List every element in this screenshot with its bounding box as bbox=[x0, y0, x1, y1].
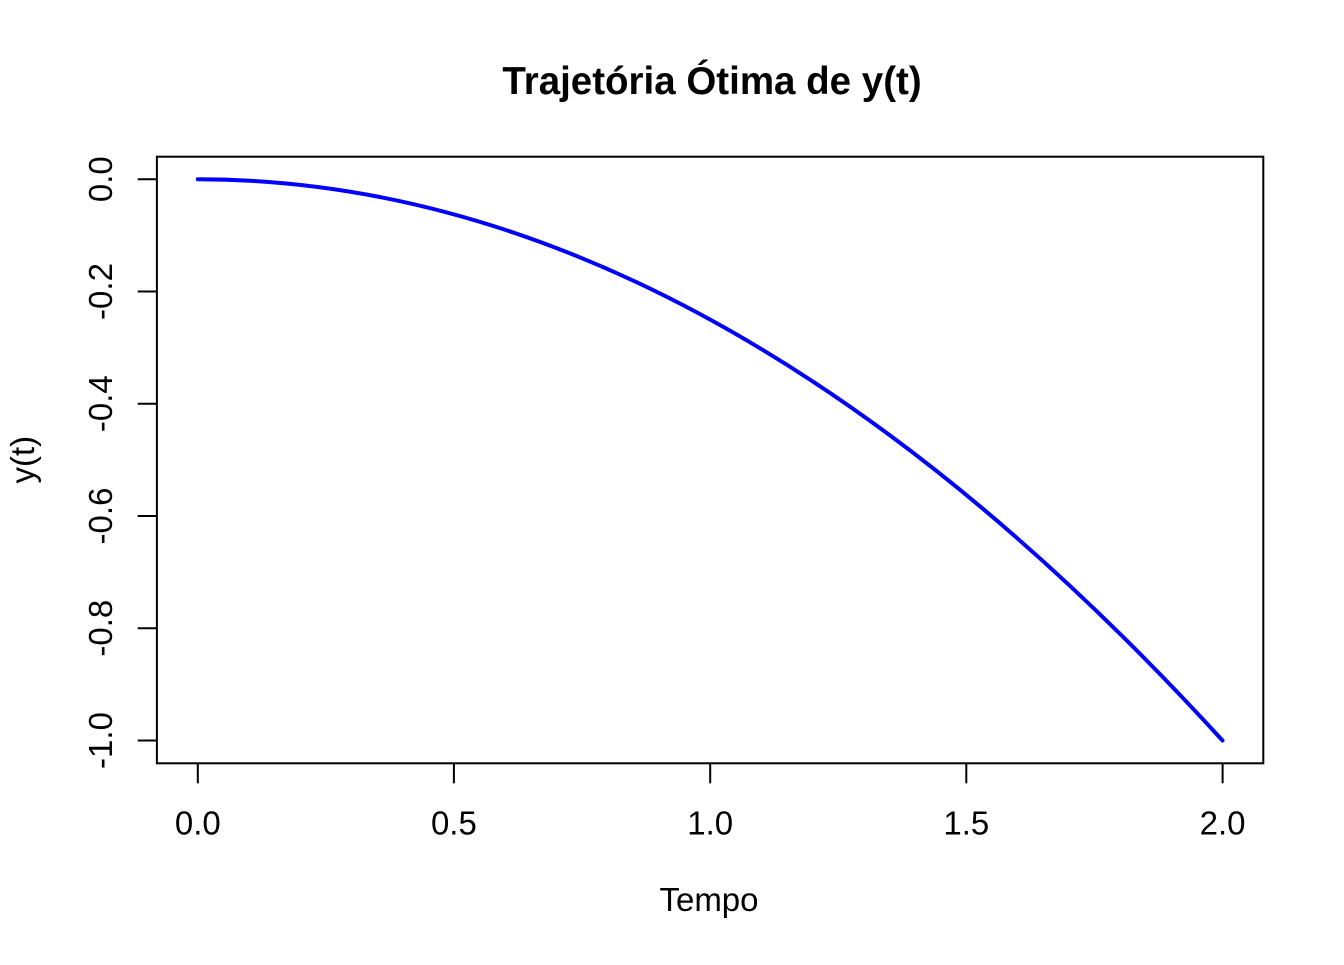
svg-text:y(t): y(t) bbox=[4, 436, 41, 484]
svg-text:0.0: 0.0 bbox=[175, 805, 221, 842]
svg-text:0.0: 0.0 bbox=[82, 156, 119, 202]
svg-text:1.5: 1.5 bbox=[943, 805, 989, 842]
svg-text:Tempo: Tempo bbox=[659, 881, 758, 918]
svg-text:2.0: 2.0 bbox=[1200, 805, 1246, 842]
svg-text:Trajetória Ótima de y(t): Trajetória Ótima de y(t) bbox=[502, 59, 921, 103]
svg-text:-0.2: -0.2 bbox=[82, 263, 119, 320]
svg-text:-0.4: -0.4 bbox=[82, 375, 119, 432]
svg-text:-1.0: -1.0 bbox=[82, 712, 119, 769]
svg-text:1.0: 1.0 bbox=[687, 805, 733, 842]
svg-text:-0.6: -0.6 bbox=[82, 488, 119, 545]
svg-text:-0.8: -0.8 bbox=[82, 600, 119, 657]
svg-text:0.5: 0.5 bbox=[431, 805, 477, 842]
